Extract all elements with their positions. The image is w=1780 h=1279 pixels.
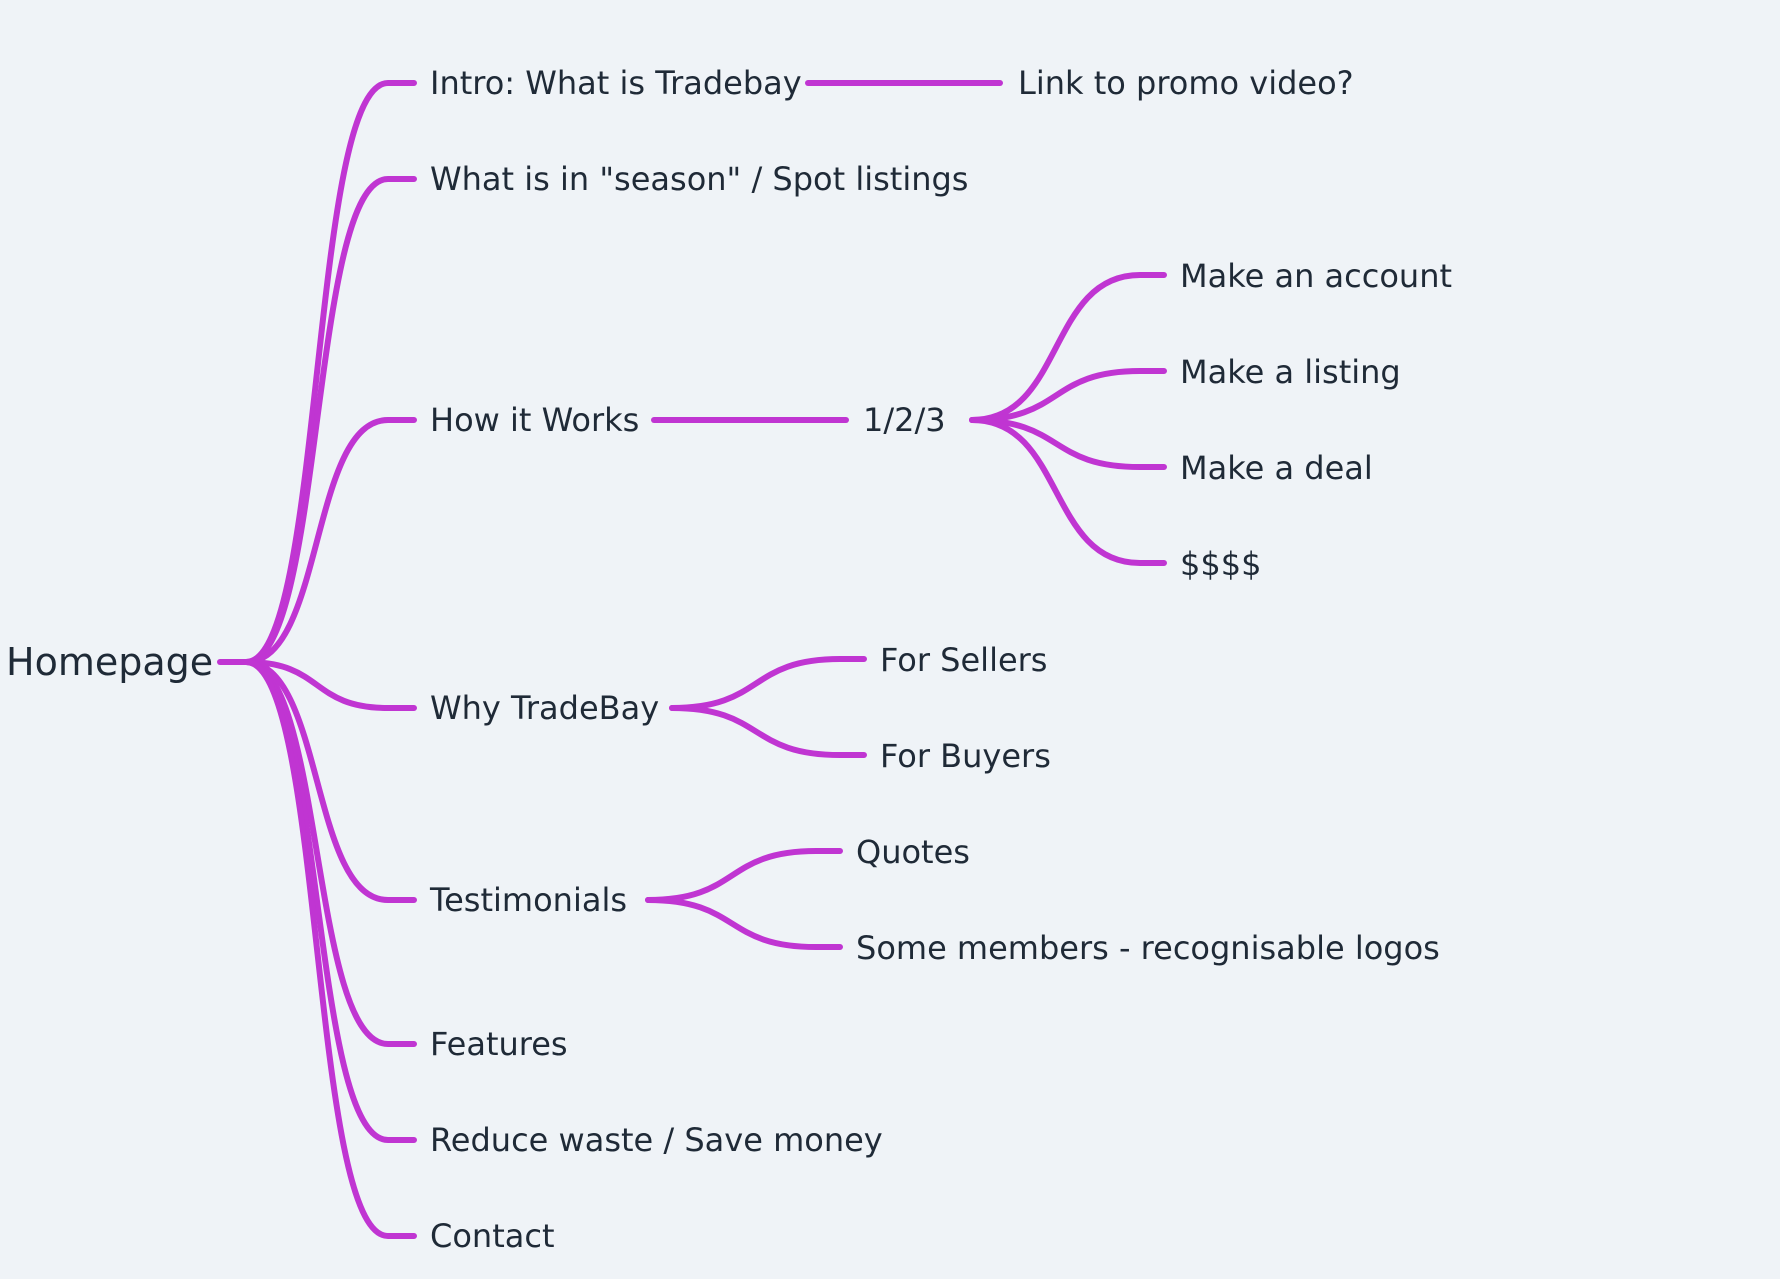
node-link-to-promo-video[interactable]: Link to promo video? [1018, 64, 1354, 102]
connector-quotes [645, 848, 843, 903]
connector-intro [243, 80, 417, 665]
connector-step-listing [969, 368, 1167, 423]
connector-step-account [969, 272, 1167, 423]
root-node-homepage[interactable]: Homepage [6, 640, 213, 684]
node-contact[interactable]: Contact [430, 1217, 555, 1255]
node-how-it-works[interactable]: How it Works [430, 401, 639, 439]
node-1-2-3[interactable]: 1/2/3 [863, 401, 946, 439]
node-dollars[interactable]: $$$$ [1180, 545, 1261, 583]
connector-season [243, 176, 417, 665]
node-features[interactable]: Features [430, 1025, 568, 1063]
node-why-tradebay[interactable]: Why TradeBay [430, 689, 659, 727]
node-intro[interactable]: Intro: What is Tradebay [430, 64, 802, 102]
node-for-sellers[interactable]: For Sellers [880, 641, 1047, 679]
node-reduce-waste[interactable]: Reduce waste / Save money [430, 1121, 883, 1159]
connector-contact [243, 659, 417, 1239]
node-testimonials[interactable]: Testimonials [429, 881, 627, 919]
node-for-buyers[interactable]: For Buyers [880, 737, 1051, 775]
node-make-a-listing[interactable]: Make a listing [1180, 353, 1401, 391]
connector-logos [645, 897, 843, 950]
connector-testimonials [243, 659, 417, 903]
node-season-spot-listings[interactable]: What is in "season" / Spot listings [430, 160, 968, 198]
connector-step-deal [969, 417, 1167, 470]
node-make-a-deal[interactable]: Make a deal [1180, 449, 1373, 487]
connector-why-tradebay [243, 659, 417, 711]
node-quotes[interactable]: Quotes [856, 833, 970, 871]
connector-how-it-works [243, 417, 417, 665]
connector-for-buyers [669, 705, 867, 758]
connector-step-dollars [969, 417, 1167, 566]
connector-layer [217, 80, 1167, 1239]
node-recognisable-logos[interactable]: Some members - recognisable logos [856, 929, 1440, 967]
label-layer: Homepage Intro: What is Tradebay Link to… [6, 64, 1452, 1255]
connector-for-sellers [669, 656, 867, 711]
node-make-an-account[interactable]: Make an account [1180, 257, 1452, 295]
